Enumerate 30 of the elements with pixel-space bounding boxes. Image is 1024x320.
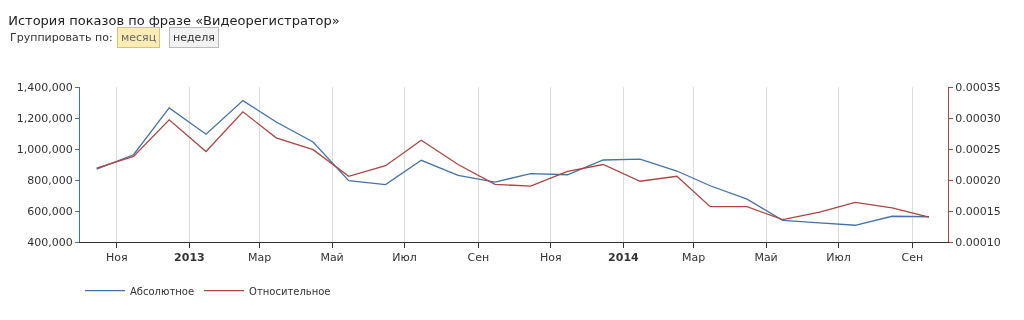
y-tick-label: 600,000 bbox=[27, 204, 73, 218]
text: Группировать по: bbox=[10, 31, 113, 44]
y2-tick-label: 0.00030 bbox=[955, 111, 1001, 125]
x-tick-label: Мар bbox=[247, 251, 272, 265]
chart-title: История показов по фразе «Видеорегистратор» bbox=[8, 12, 340, 28]
legend-label: Абсолютное bbox=[130, 285, 195, 297]
y-tick-label: 1,200,000 bbox=[16, 111, 73, 125]
legend-label: Относительное bbox=[249, 285, 331, 297]
y2-tick-label: 0.00035 bbox=[955, 80, 1001, 94]
x-tick-label: Ноя bbox=[540, 251, 562, 265]
x-tick-label: Июл bbox=[392, 251, 417, 265]
y2-tick-label: 0.00015 bbox=[955, 204, 1001, 218]
y2-tick-label: 0.00025 bbox=[955, 142, 1001, 156]
x-tick-label: Май bbox=[754, 251, 778, 265]
y-tick-label: 400,000 bbox=[27, 235, 73, 249]
y2-tick-label: 0.00010 bbox=[955, 235, 1001, 249]
x-tick-label: 2014 bbox=[608, 251, 640, 265]
x-tick-label: Май bbox=[320, 251, 344, 265]
x-tick-label: 2013 bbox=[174, 251, 205, 265]
y-tick-label: 1,400,000 bbox=[16, 80, 73, 94]
text: месяц bbox=[121, 31, 157, 44]
x-tick-label: Сен bbox=[901, 251, 924, 265]
text: неделя bbox=[173, 31, 215, 44]
x-tick-label: Ноя bbox=[106, 251, 128, 265]
x-tick-label: Сен bbox=[467, 251, 490, 265]
y-tick-label: 1,000,000 bbox=[16, 142, 73, 156]
y-tick-label: 800,000 bbox=[27, 173, 73, 187]
y2-tick-label: 0.00020 bbox=[955, 173, 1001, 187]
x-tick-label: Мар bbox=[681, 251, 706, 265]
x-tick-label: Июл bbox=[826, 251, 851, 265]
